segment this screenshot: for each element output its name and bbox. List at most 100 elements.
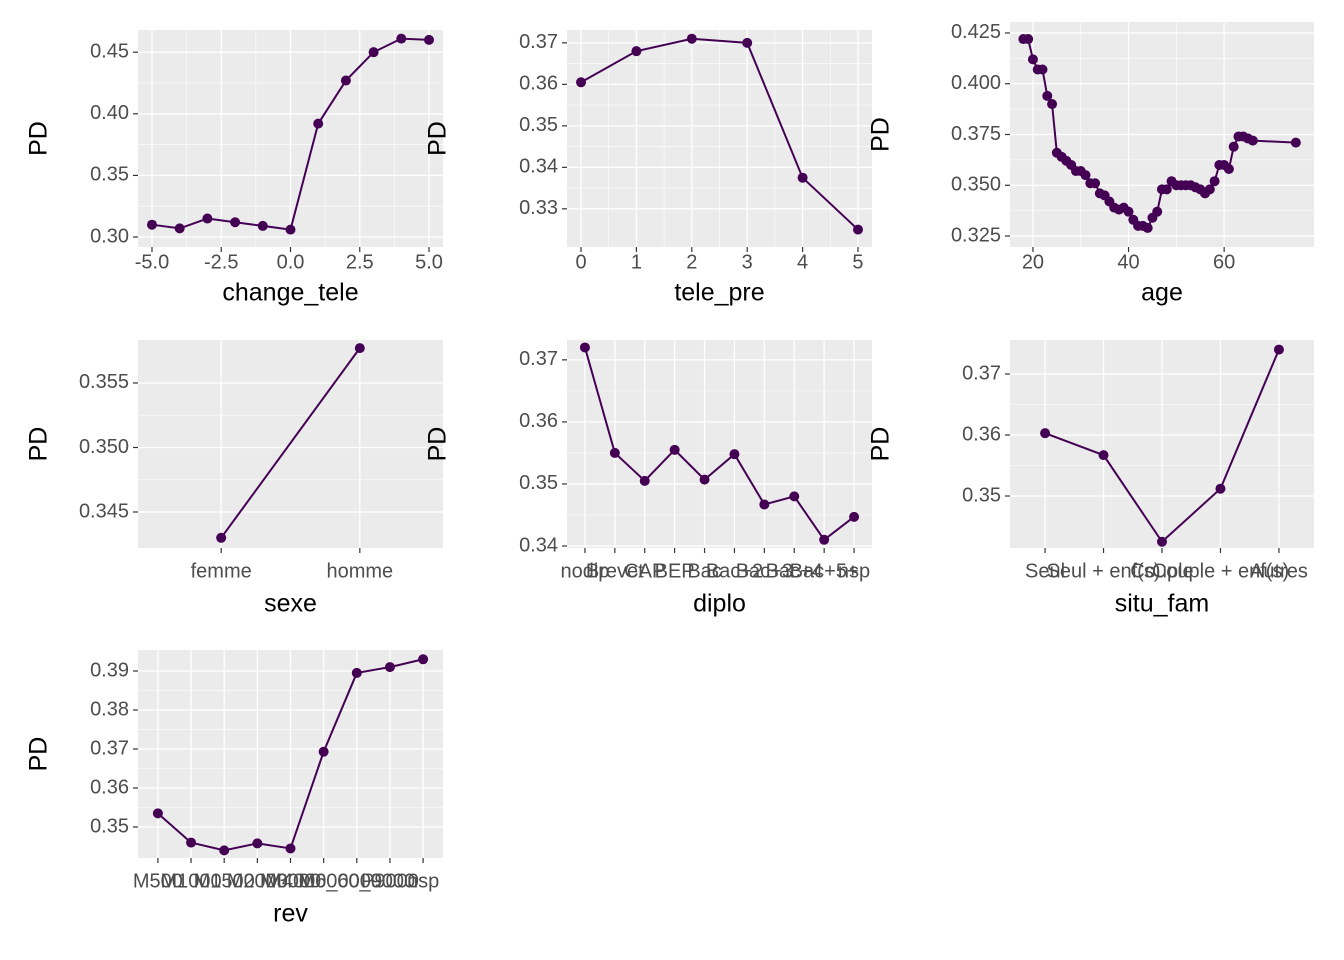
x-tick-label: Bac+2	[706, 560, 763, 582]
y-tick-label: 0.35	[519, 114, 558, 136]
x-tick-label: M6000_9000	[298, 870, 415, 892]
point	[1152, 206, 1163, 217]
y-tick-label: 0.34	[519, 156, 558, 178]
x-tick-label: nsp	[407, 870, 439, 892]
x-tick-label: Seul	[1025, 560, 1065, 582]
x-tick-label: 0	[575, 251, 586, 273]
point	[354, 343, 365, 354]
panel: 0.350.360.370.380.39M500M1000M1500M2000M…	[25, 650, 443, 928]
y-tick-label: 0.35	[519, 472, 558, 494]
point	[631, 46, 642, 57]
point	[257, 220, 268, 231]
point	[230, 217, 241, 228]
point	[396, 33, 407, 44]
x-tick-label: Couple + enf(s)	[1152, 560, 1289, 582]
x-axis-title: rev	[273, 900, 308, 928]
x-tick-label: CAP	[624, 560, 665, 582]
line	[580, 37, 859, 231]
point	[669, 444, 680, 455]
x-tick-label: M3000	[260, 870, 321, 892]
x-tick-label: 60	[1213, 251, 1235, 273]
y-tick-label: 0.350	[79, 436, 129, 458]
point	[849, 511, 860, 522]
point	[1161, 184, 1172, 195]
y-tick-label: 0.36	[962, 423, 1001, 445]
x-tick-label: Bac	[687, 560, 721, 582]
point	[1040, 428, 1051, 439]
x-tick-label: nodip	[560, 560, 609, 582]
point	[852, 224, 863, 235]
point	[418, 654, 429, 665]
x-tick-label: 0.0	[277, 251, 305, 273]
y-axis-title: PD	[424, 121, 452, 156]
point	[1037, 64, 1048, 75]
x-tick-label: 5	[852, 251, 863, 273]
x-axis-title: age	[1141, 279, 1183, 307]
point	[1090, 178, 1101, 189]
y-tick-label: 0.350	[951, 174, 1001, 196]
point	[368, 47, 379, 58]
x-tick-label: M1500	[194, 870, 255, 892]
point	[1080, 170, 1091, 181]
point	[216, 532, 227, 543]
x-tick-label: 40	[1117, 251, 1139, 273]
point	[797, 172, 808, 183]
y-tick-label: 0.400	[951, 72, 1001, 94]
x-tick-label: 5.0	[415, 251, 443, 273]
y-tick-label: 0.35	[962, 484, 1001, 506]
y-axis-title: PD	[25, 427, 53, 462]
point	[699, 474, 710, 485]
point	[729, 449, 740, 460]
x-tick-label: P9000	[361, 870, 419, 892]
point	[424, 34, 435, 45]
x-tick-label: 1	[631, 251, 642, 273]
point	[1123, 206, 1134, 217]
panel: 0.325 0.350 0.375 0.400 0.425 20 40 60 age PD	[867, 21, 1314, 307]
x-tick-label: Autres	[1250, 560, 1308, 582]
y-tick-label: 0.36	[519, 410, 558, 432]
point	[1290, 137, 1301, 148]
point	[639, 475, 650, 486]
x-tick-label: -5.0	[135, 251, 169, 273]
y-tick-label: 0.45	[90, 40, 129, 62]
point	[686, 33, 697, 44]
x-tick-label: Brevet	[586, 560, 644, 582]
x-tick-label: M500	[133, 870, 183, 892]
point	[285, 224, 296, 235]
x-tick-label: 3	[742, 251, 753, 273]
x-tick-label: homme	[326, 560, 393, 582]
x-tick-label: M2000	[227, 870, 288, 892]
y-axis-title: PD	[867, 427, 895, 462]
point	[819, 534, 830, 545]
point	[146, 219, 157, 230]
point	[1273, 344, 1284, 355]
x-axis-title: change_tele	[222, 279, 358, 307]
point	[1042, 90, 1053, 101]
point	[384, 662, 395, 673]
point	[1204, 184, 1215, 195]
x-tick-label: Bac+5+	[790, 560, 859, 582]
point	[340, 75, 351, 86]
point	[318, 746, 329, 757]
point	[576, 77, 587, 88]
panel: 0.340.350.360.37nodipBrevetCAPBEPBacBac+…	[424, 340, 872, 618]
point	[186, 837, 197, 848]
point	[351, 667, 362, 678]
x-tick-label: -2.5	[204, 251, 238, 273]
y-tick-label: 0.35	[90, 815, 129, 837]
x-axis-title: sexe	[264, 590, 317, 618]
y-tick-label: 0.35	[90, 164, 129, 186]
y-axis-title: PD	[25, 737, 53, 772]
y-axis-title: PD	[25, 121, 53, 156]
point	[789, 491, 800, 502]
y-tick-label: 0.325	[951, 224, 1001, 246]
point	[1023, 34, 1034, 45]
point	[313, 118, 324, 129]
point	[1157, 536, 1167, 547]
point	[759, 499, 770, 510]
x-tick-label: 2	[686, 251, 697, 273]
y-axis-title: PD	[867, 117, 895, 152]
y-axis-title: PD	[424, 427, 452, 462]
x-axis-title: tele_pre	[674, 279, 764, 307]
